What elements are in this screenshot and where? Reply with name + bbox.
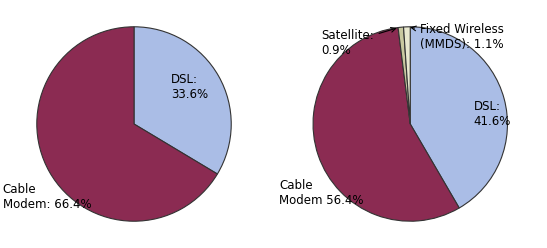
Text: DSL:
33.6%: DSL: 33.6%	[171, 73, 208, 101]
Wedge shape	[398, 27, 410, 124]
Wedge shape	[313, 28, 459, 221]
Text: Cable
Modem 56.4%: Cable Modem 56.4%	[279, 179, 364, 207]
Wedge shape	[37, 27, 217, 221]
Text: DSL:
41.6%: DSL: 41.6%	[474, 100, 511, 128]
Wedge shape	[404, 27, 410, 124]
Wedge shape	[134, 27, 231, 174]
Text: Cable
Modem: 66.4%: Cable Modem: 66.4%	[3, 184, 91, 212]
Text: Satellite:
0.9%: Satellite: 0.9%	[321, 28, 395, 57]
Wedge shape	[410, 27, 508, 208]
Text: Fixed Wireless
(MMDS): 1.1%: Fixed Wireless (MMDS): 1.1%	[411, 23, 504, 51]
